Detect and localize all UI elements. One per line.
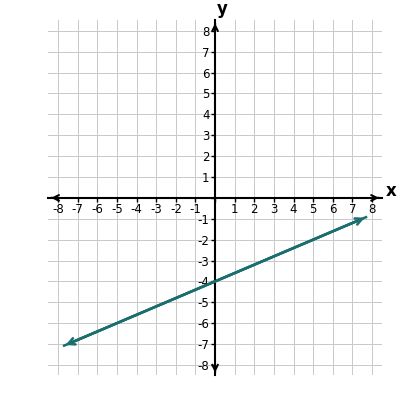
Text: y: y xyxy=(216,0,227,18)
Text: x: x xyxy=(385,182,396,200)
